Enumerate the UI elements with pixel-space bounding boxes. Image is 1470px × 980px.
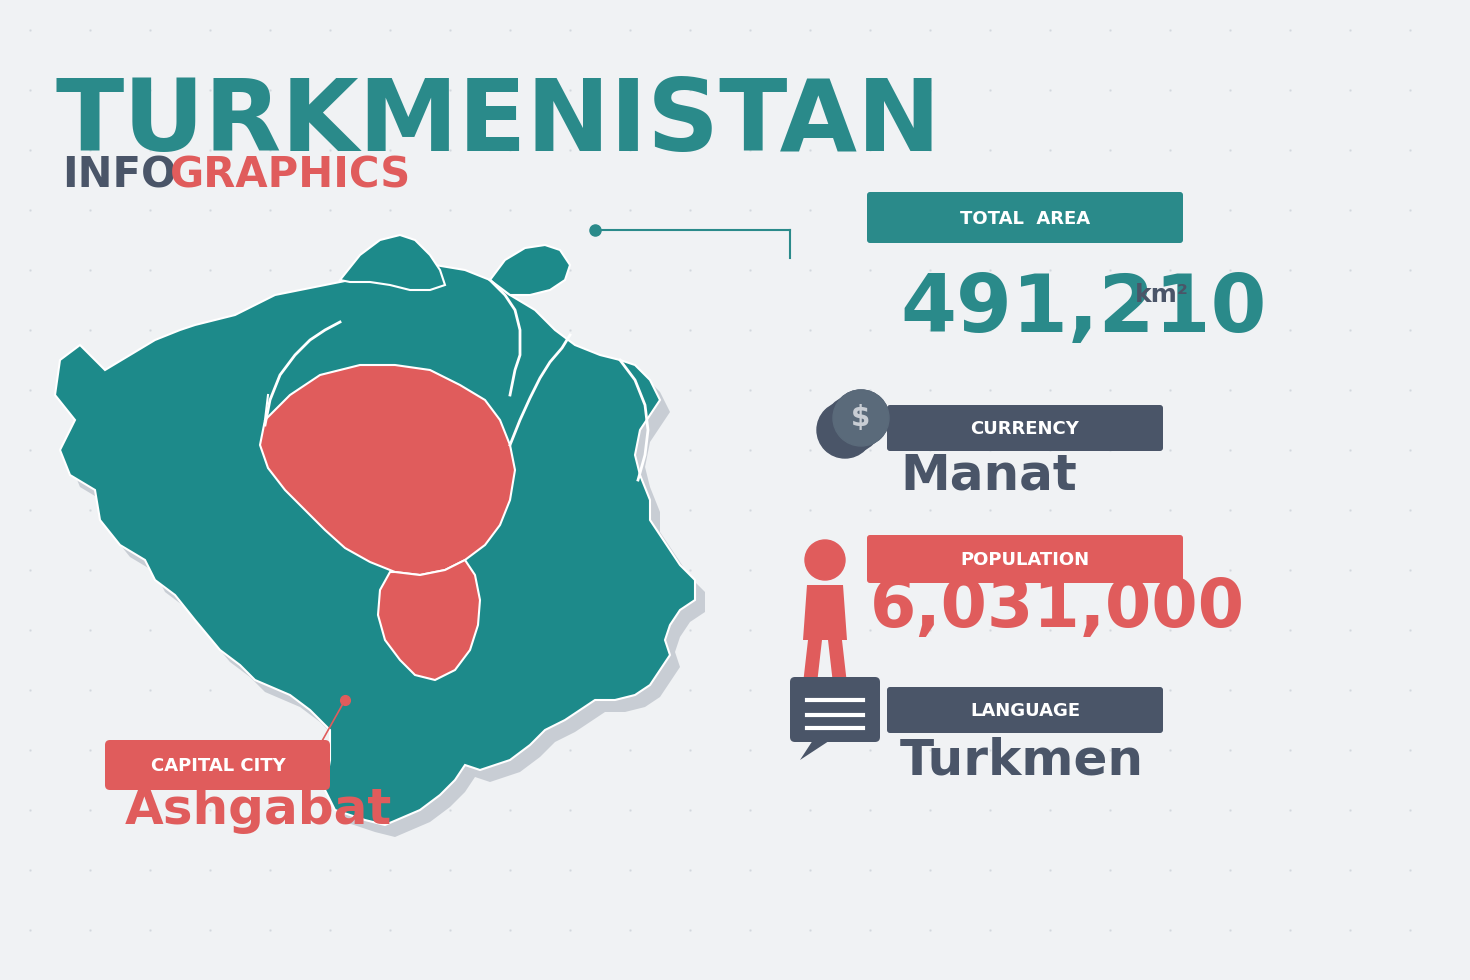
Polygon shape — [65, 277, 706, 837]
FancyBboxPatch shape — [789, 677, 881, 742]
Text: $: $ — [851, 404, 870, 432]
Text: Manat: Manat — [900, 451, 1076, 499]
Polygon shape — [378, 560, 481, 680]
Circle shape — [833, 390, 889, 446]
Text: CAPITAL CITY: CAPITAL CITY — [150, 757, 285, 775]
Text: Ashgabat: Ashgabat — [125, 786, 392, 834]
Polygon shape — [803, 585, 847, 640]
Polygon shape — [490, 245, 570, 295]
FancyBboxPatch shape — [867, 192, 1183, 243]
Text: LANGUAGE: LANGUAGE — [970, 702, 1080, 720]
Text: INFO: INFO — [62, 155, 176, 197]
FancyBboxPatch shape — [104, 740, 329, 790]
Text: POPULATION: POPULATION — [960, 551, 1089, 569]
Text: GRAPHICS: GRAPHICS — [171, 155, 412, 197]
Text: 491,210: 491,210 — [900, 271, 1267, 349]
FancyBboxPatch shape — [867, 535, 1183, 583]
Circle shape — [833, 390, 889, 446]
Text: CURRENCY: CURRENCY — [970, 420, 1079, 438]
Polygon shape — [800, 737, 835, 760]
Circle shape — [825, 396, 881, 452]
Text: TOTAL  AREA: TOTAL AREA — [960, 210, 1091, 228]
Text: Turkmen: Turkmen — [900, 736, 1144, 784]
Polygon shape — [340, 235, 445, 290]
FancyBboxPatch shape — [886, 405, 1163, 451]
Text: km²: km² — [1135, 283, 1189, 307]
FancyBboxPatch shape — [886, 687, 1163, 733]
Polygon shape — [260, 365, 514, 575]
Circle shape — [806, 540, 845, 580]
Text: 6,031,000: 6,031,000 — [870, 575, 1245, 641]
Polygon shape — [54, 265, 695, 825]
Circle shape — [817, 402, 873, 458]
Text: TURKMENISTAN: TURKMENISTAN — [54, 75, 941, 172]
